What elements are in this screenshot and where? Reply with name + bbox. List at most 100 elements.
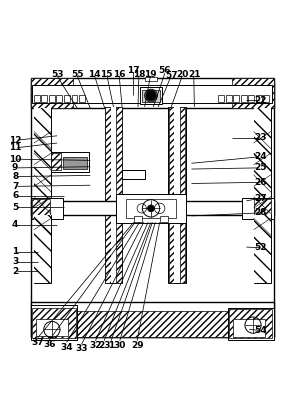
Bar [134, 217, 142, 222]
Bar [218, 96, 224, 102]
Bar [79, 96, 85, 102]
Bar [31, 78, 274, 109]
Bar [226, 96, 232, 102]
Text: 56: 56 [159, 66, 171, 75]
Bar [180, 107, 185, 283]
Text: 21: 21 [188, 70, 201, 79]
Text: 5: 5 [12, 203, 18, 212]
Bar [33, 199, 50, 217]
Bar [31, 302, 274, 337]
Bar [233, 319, 265, 337]
Bar [263, 96, 269, 102]
Bar [72, 96, 77, 102]
Text: 3: 3 [12, 257, 18, 266]
Text: 6: 6 [12, 191, 18, 200]
Text: 54: 54 [255, 326, 267, 335]
Text: 29: 29 [131, 341, 143, 350]
Bar [169, 107, 174, 283]
Text: 26: 26 [255, 178, 267, 187]
Bar [56, 96, 62, 102]
Text: 1: 1 [12, 247, 18, 256]
Bar [168, 107, 186, 283]
Text: 7: 7 [12, 182, 18, 191]
Text: 18: 18 [133, 70, 145, 79]
Bar [140, 87, 162, 104]
Bar [34, 109, 51, 238]
Bar [105, 107, 111, 283]
Bar [111, 107, 116, 283]
Bar [105, 107, 122, 283]
Bar [160, 217, 168, 222]
Bar [33, 308, 76, 338]
Text: 53: 53 [51, 70, 63, 79]
Text: 4: 4 [12, 220, 18, 229]
Bar [31, 78, 73, 109]
Text: 9: 9 [12, 163, 18, 172]
Text: 33: 33 [76, 344, 88, 353]
Bar [145, 77, 157, 81]
Text: 52: 52 [255, 243, 267, 252]
Text: 28: 28 [255, 209, 267, 217]
Text: 8: 8 [12, 172, 18, 181]
Bar [36, 319, 68, 336]
Bar [51, 152, 89, 172]
Bar [34, 215, 51, 283]
Circle shape [148, 205, 154, 212]
Bar [116, 194, 186, 222]
Bar [254, 109, 271, 238]
Bar [33, 85, 272, 103]
Bar [229, 309, 272, 338]
Bar [116, 107, 121, 283]
Bar [63, 158, 87, 169]
Text: 12: 12 [9, 136, 21, 145]
Text: 15: 15 [100, 70, 112, 79]
Text: 17: 17 [127, 66, 140, 75]
Bar [232, 78, 274, 109]
Bar [143, 90, 159, 102]
Text: 34: 34 [60, 343, 73, 352]
Text: 30: 30 [114, 341, 126, 350]
Bar [31, 82, 274, 337]
Text: 27: 27 [255, 194, 267, 203]
Text: 1: 1 [108, 341, 114, 350]
Bar [51, 153, 61, 171]
Bar [242, 198, 274, 219]
Bar [249, 96, 254, 102]
Text: 25: 25 [255, 163, 267, 172]
Text: 24: 24 [255, 153, 267, 161]
Bar [122, 171, 145, 179]
Text: 2: 2 [12, 267, 18, 276]
Text: 32: 32 [89, 341, 102, 350]
Bar [254, 199, 271, 217]
Bar [241, 96, 247, 102]
Bar [254, 215, 271, 283]
Bar [228, 308, 274, 339]
Bar [49, 96, 55, 102]
Bar [34, 96, 40, 102]
Text: 55: 55 [71, 70, 84, 79]
Bar [254, 215, 271, 283]
Bar [64, 96, 70, 102]
Circle shape [146, 91, 156, 101]
Bar [233, 96, 239, 102]
Bar [127, 199, 175, 218]
Text: 19: 19 [144, 70, 157, 79]
Bar [34, 215, 51, 283]
Text: 23: 23 [255, 133, 267, 142]
Text: 57: 57 [165, 71, 178, 80]
Bar [174, 107, 180, 283]
Text: 16: 16 [113, 70, 125, 79]
Bar [256, 96, 262, 102]
Bar [41, 96, 47, 102]
Text: 11: 11 [9, 143, 21, 152]
Text: 14: 14 [88, 70, 101, 79]
Bar [254, 109, 271, 238]
Text: 37: 37 [31, 338, 44, 347]
Text: 36: 36 [43, 340, 56, 349]
Bar [34, 109, 51, 238]
Text: 20: 20 [177, 70, 189, 79]
Bar [31, 202, 274, 215]
Bar [31, 310, 274, 337]
Bar [31, 305, 77, 339]
Bar [31, 198, 63, 219]
